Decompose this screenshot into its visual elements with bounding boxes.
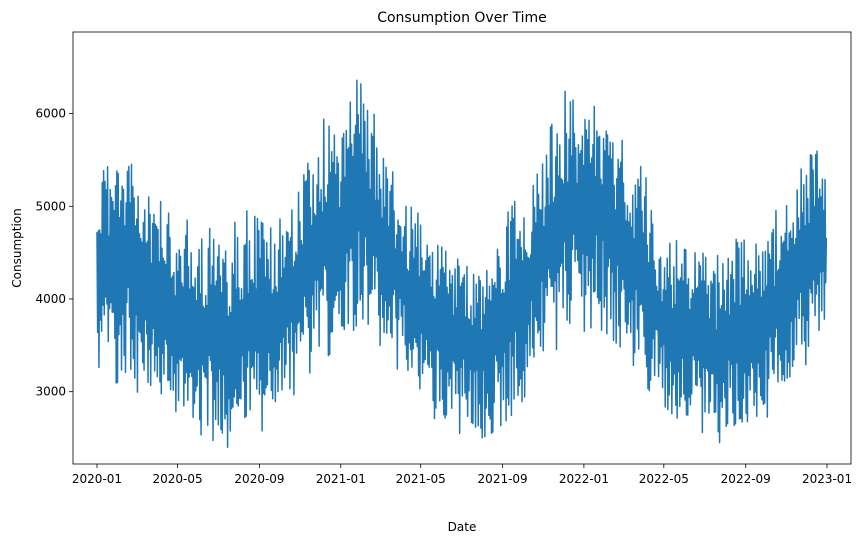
x-tick-label: 2021-01	[316, 472, 366, 486]
x-axis: 2020-01 2020-05 2020-09 2021-01 2021-05 2021-…	[72, 464, 852, 486]
plot-area	[72, 31, 852, 465]
y-tick-label: 4000	[35, 292, 66, 306]
x-tick-label: 2020-09	[234, 472, 284, 486]
chart-title: Consumption Over Time	[377, 10, 547, 26]
x-tick-label: 2023-01	[802, 472, 852, 486]
y-axis: 3000 4000 5000 6000	[35, 107, 73, 399]
x-tick-label: 2020-05	[153, 472, 203, 486]
plot-frame	[72, 31, 852, 465]
x-axis-label: Date	[448, 520, 477, 534]
y-tick-label: 6000	[35, 107, 66, 121]
x-tick-label: 2022-05	[639, 472, 689, 486]
x-tick-label: 2022-01	[559, 472, 609, 486]
y-tick-label: 5000	[35, 199, 66, 213]
x-tick-label: 2020-01	[72, 472, 122, 486]
y-tick-label: 3000	[35, 385, 66, 399]
y-axis-label: Consumption	[10, 208, 24, 287]
series-line-0	[96, 79, 828, 449]
x-tick-label: 2021-05	[396, 472, 446, 486]
x-tick-label: 2022-09	[721, 472, 771, 486]
x-tick-label: 2021-09	[478, 472, 528, 486]
